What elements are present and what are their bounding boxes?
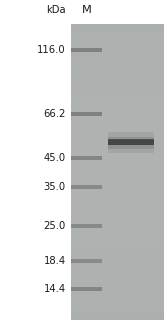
Bar — [71, 24, 164, 320]
Text: M: M — [82, 5, 92, 15]
Bar — [108, 144, 154, 149]
Bar — [108, 149, 154, 153]
Bar — [71, 48, 102, 52]
Bar — [108, 141, 154, 145]
Text: kDa: kDa — [46, 5, 66, 15]
Bar — [108, 139, 154, 145]
Bar — [71, 112, 102, 116]
Text: 25.0: 25.0 — [43, 221, 66, 231]
Text: 14.4: 14.4 — [43, 284, 66, 294]
Bar — [108, 137, 154, 141]
Text: 18.4: 18.4 — [43, 256, 66, 266]
Text: 35.0: 35.0 — [43, 182, 66, 192]
Bar — [71, 287, 102, 291]
Bar — [71, 259, 102, 263]
Text: 45.0: 45.0 — [43, 153, 66, 163]
Bar — [71, 224, 102, 228]
Bar — [71, 185, 102, 189]
Text: 66.2: 66.2 — [43, 109, 66, 119]
Text: 116.0: 116.0 — [37, 45, 66, 55]
Bar — [108, 132, 154, 137]
Bar — [71, 156, 102, 161]
